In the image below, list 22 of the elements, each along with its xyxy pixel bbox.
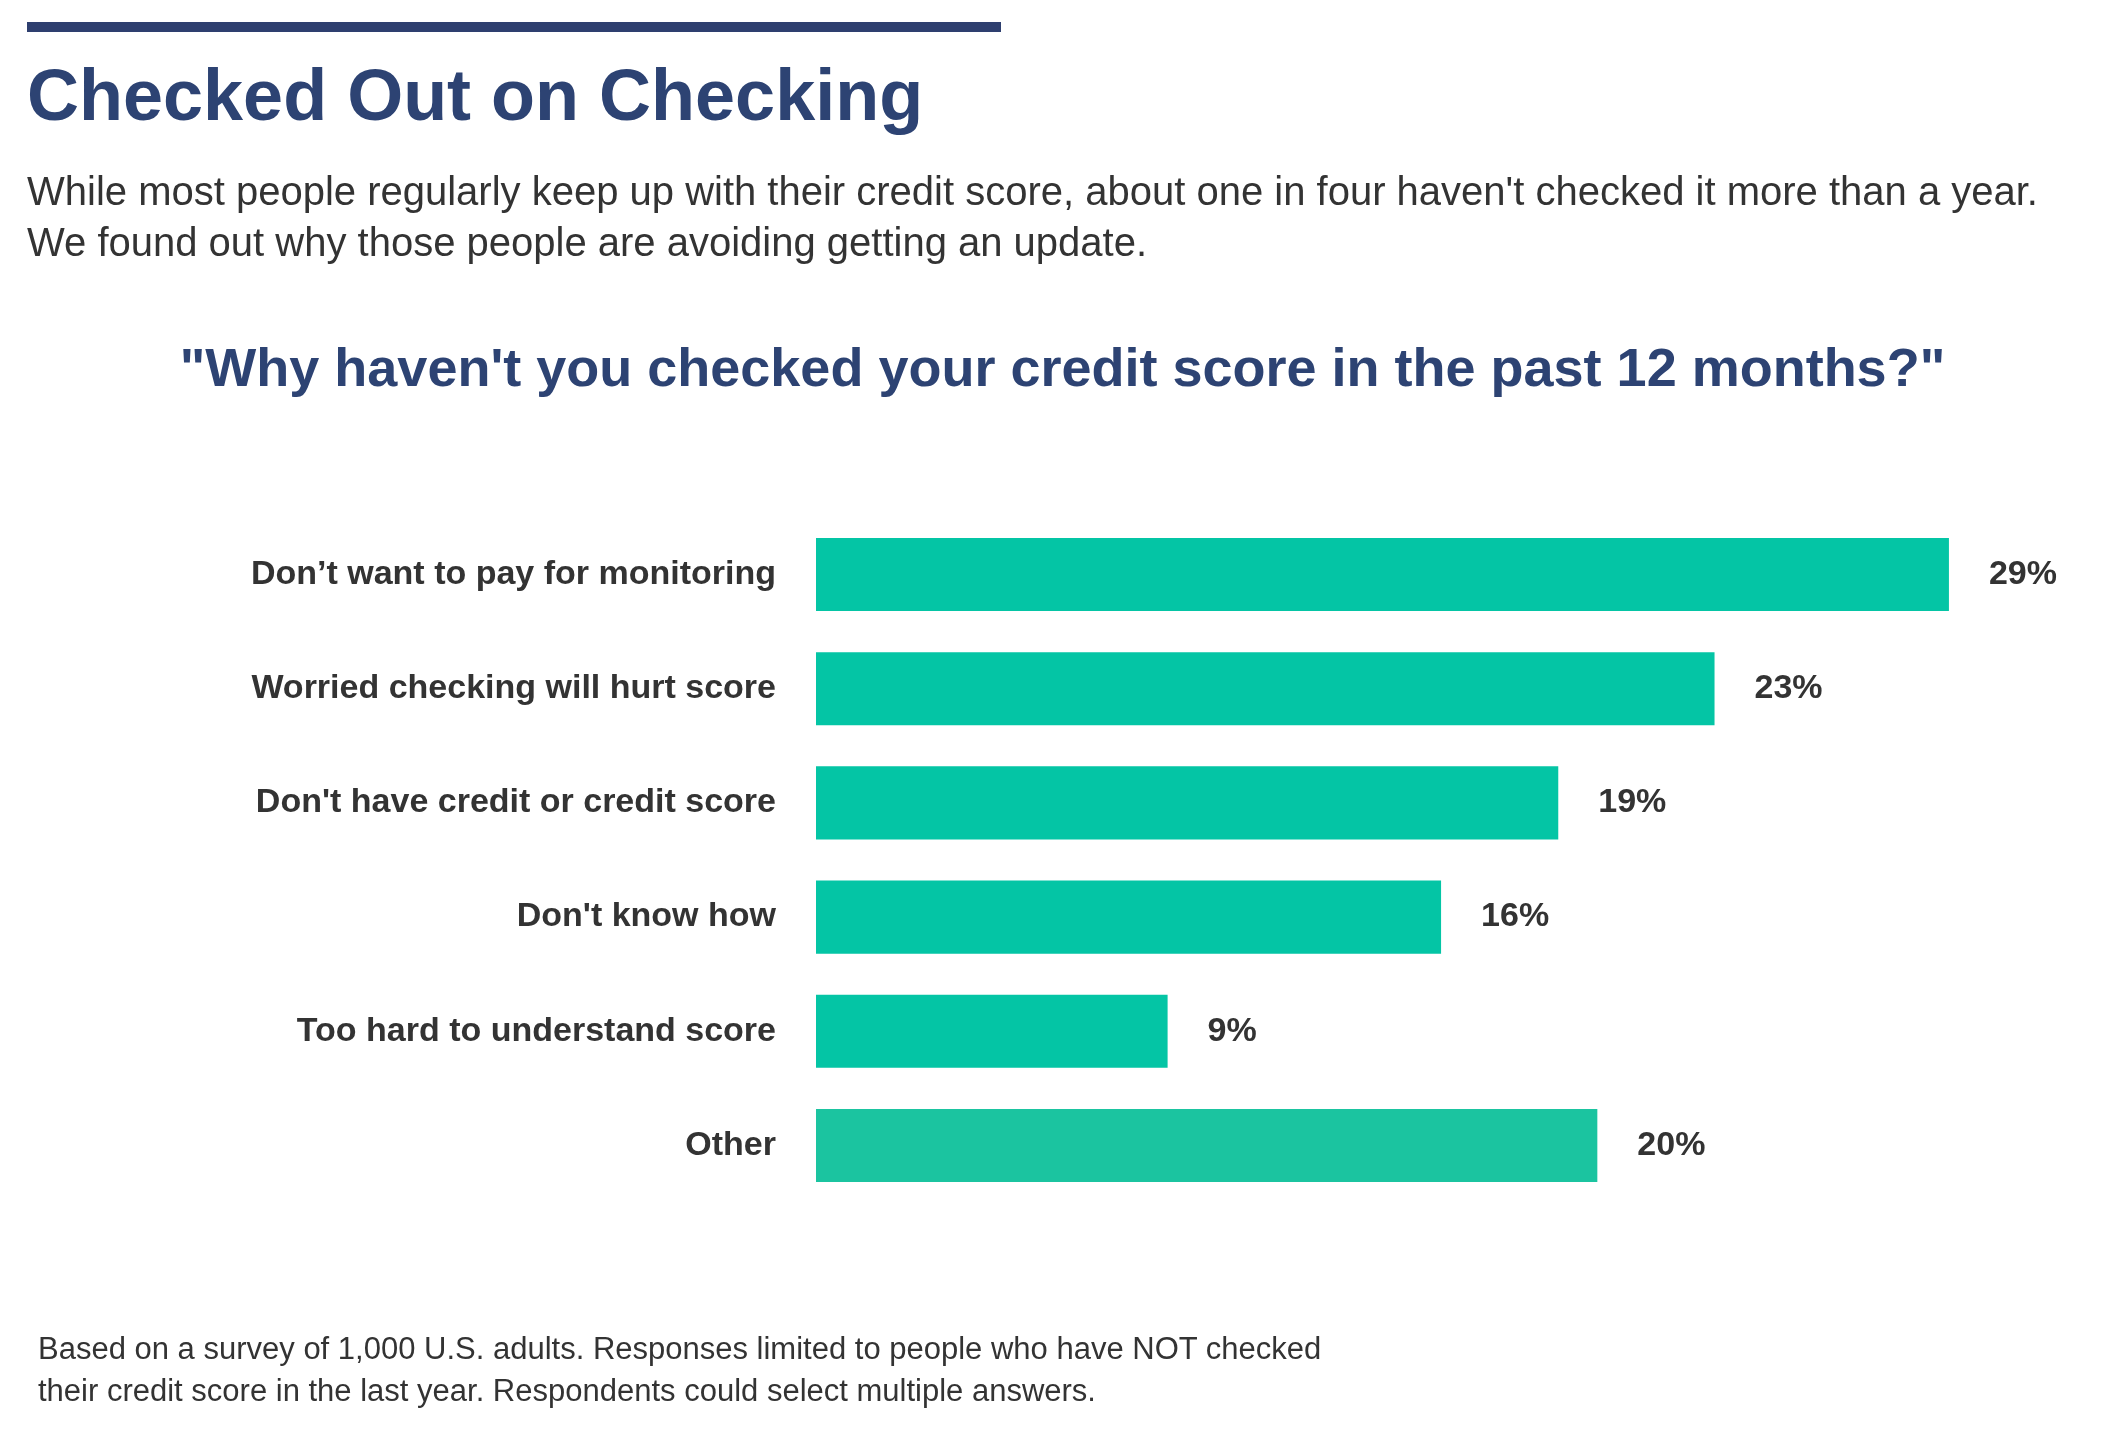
bar — [816, 766, 1559, 840]
bar — [816, 1108, 1598, 1183]
y-tick-label: Worried checking will hurt score — [251, 667, 776, 706]
y-tick-label: Don’t want to pay for monitoring — [250, 552, 776, 591]
data-label: 23% — [1754, 667, 1823, 706]
chart-subtitle: While most people regularly keep up with their credit score, about one in four haven't checked it more than a year. We found out why those people are avoiding getting an update. — [27, 168, 2039, 266]
chart-title: Checked Out on Checking — [27, 54, 924, 136]
text: Based on a survey of 1,000 U.S. adults. Responses limited to people who have NOT checked their credit score in the last year. Respondents could select multiple answers. — [38, 1330, 1323, 1410]
bar — [816, 880, 1442, 954]
y-tick-label: Other — [685, 1123, 776, 1162]
data-label: 29% — [1988, 552, 2057, 591]
data-label: 19% — [1598, 781, 1667, 820]
y-tick-label: Too hard to understand score — [296, 1009, 776, 1048]
data-label: 9% — [1207, 1009, 1257, 1048]
data-label: 16% — [1481, 895, 1550, 934]
bar — [816, 537, 1949, 612]
bar — [816, 652, 1715, 726]
y-tick-label: Don't know how — [516, 895, 777, 934]
y-tick-label: Don't have credit or credit score — [255, 781, 776, 820]
data-label: 20% — [1637, 1123, 1706, 1162]
text: "Why haven't you checked your credit score in the past 12 months?" — [178, 336, 1947, 398]
bar — [816, 994, 1168, 1068]
